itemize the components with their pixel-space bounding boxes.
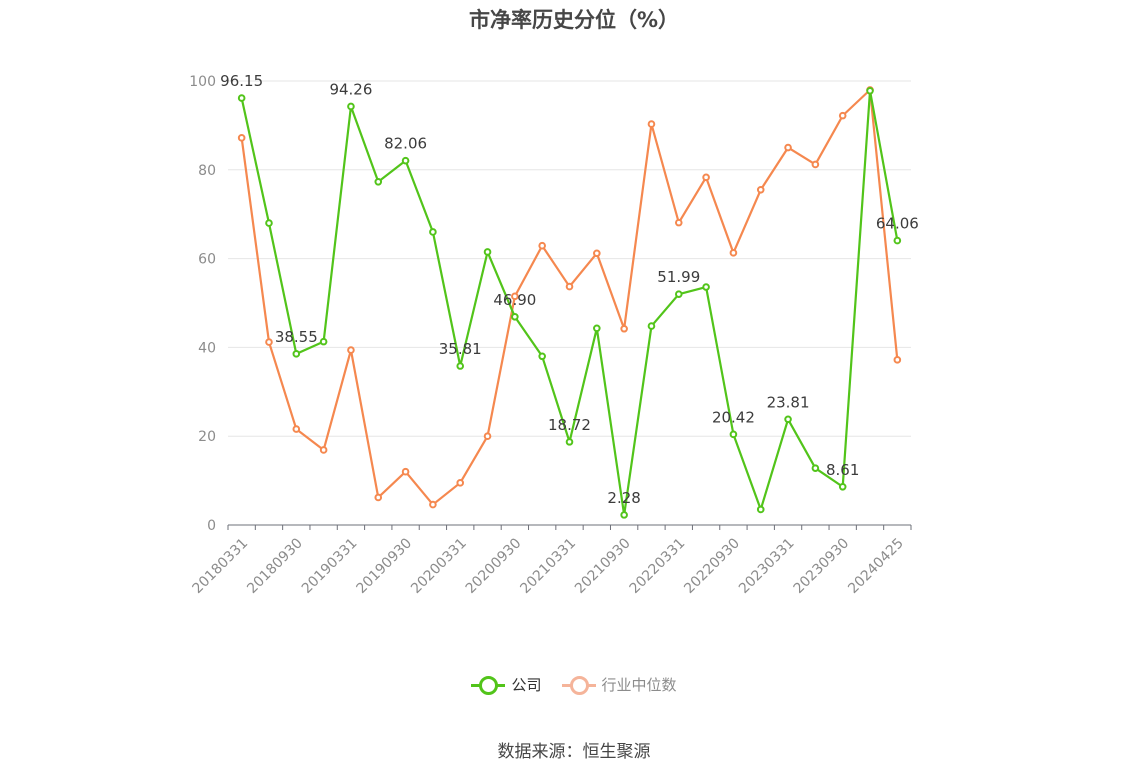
data-label: 35.81	[439, 340, 482, 358]
company-point	[347, 102, 355, 111]
industry-median-point	[347, 346, 355, 354]
x-tick-label: 20180331	[190, 535, 252, 597]
data-label: 94.26	[329, 80, 372, 98]
company-point	[319, 337, 328, 346]
data-labels: 96.15 38.55 94.26 82.06 35.81 46.90 18.72 2.28 5…	[220, 72, 919, 507]
data-label: 18.72	[548, 416, 591, 434]
industry-median-point	[593, 249, 601, 258]
industry-median-point	[893, 356, 902, 364]
company-point	[620, 511, 628, 519]
industry-median-point	[319, 446, 328, 454]
y-tick-label: 60	[198, 252, 216, 268]
y-tick-label: 20	[198, 429, 216, 445]
company-point	[784, 415, 792, 424]
company-point	[893, 236, 902, 245]
source-note: 数据来源：恒生聚源	[497, 742, 651, 762]
industry-median-point	[456, 479, 465, 487]
company-point	[237, 94, 246, 102]
legend-item-industry-median[interactable]: 行业中位数	[561, 674, 677, 695]
company-point	[429, 228, 437, 236]
data-label: 96.15	[220, 72, 263, 90]
company-point	[756, 505, 765, 514]
industry-median-point	[756, 185, 765, 194]
data-label: 8.61	[826, 461, 859, 479]
company-point	[483, 248, 492, 256]
legend-marker-industry-median	[561, 675, 596, 695]
company-point	[456, 362, 465, 370]
company-point	[511, 312, 519, 321]
company-point	[674, 290, 683, 298]
industry-median-point	[729, 249, 738, 257]
series-layer	[237, 86, 902, 519]
data-label: 64.06	[876, 215, 919, 233]
industry-median-point	[620, 324, 628, 333]
industry-median-point	[565, 282, 574, 291]
legend-label-company: 公司	[511, 676, 542, 694]
data-label: 38.55	[275, 328, 318, 346]
legend-label-industry-median: 行业中位数	[601, 676, 677, 694]
x-axis: 2018033120180930201903312019093020200331…	[190, 524, 912, 597]
industry-median-point	[483, 432, 492, 441]
industry-median-point	[702, 173, 710, 182]
y-tick-label: 40	[198, 340, 216, 356]
company-point	[538, 352, 546, 361]
data-label: 23.81	[767, 393, 810, 411]
company-point	[374, 177, 383, 186]
y-axis: 0 20 40 60 80 100	[189, 74, 216, 534]
data-label: 2.28	[607, 489, 640, 507]
industry-median-point	[374, 493, 383, 502]
chart-title: 市净率历史分位（%）	[468, 8, 680, 32]
industry-median-point	[429, 500, 437, 509]
x-tick-label: 20210930	[572, 535, 634, 597]
industry-median-point	[811, 160, 820, 169]
x-tick-label: 20240425	[845, 535, 907, 597]
industry-median-point	[401, 467, 410, 476]
company-point	[811, 464, 820, 472]
industry-median-point	[784, 143, 792, 152]
data-label: 51.99	[657, 268, 700, 286]
data-label: 82.06	[384, 135, 427, 153]
x-tick-label: 20190331	[299, 535, 361, 597]
x-tick-label: 20220930	[681, 535, 743, 597]
x-tick-label: 20200331	[408, 535, 470, 597]
y-tick-label: 100	[189, 74, 216, 90]
data-label: 20.42	[712, 408, 755, 426]
industry-median-point	[237, 134, 246, 142]
x-tick-label: 20230331	[736, 535, 798, 597]
x-tick-label: 20210331	[517, 535, 579, 597]
company-point	[265, 219, 273, 227]
industry-median-point	[292, 425, 301, 433]
company-point	[729, 430, 738, 439]
gridlines	[228, 80, 911, 437]
x-tick-label: 20180930	[244, 535, 306, 597]
company-point	[702, 283, 710, 291]
industry-median-point	[511, 292, 519, 301]
company-point	[593, 324, 601, 333]
industry-median-point	[838, 111, 847, 120]
x-tick-label: 20220331	[627, 535, 689, 597]
company-point	[401, 156, 410, 165]
y-tick-label: 0	[207, 518, 216, 534]
industry-median-point	[647, 120, 656, 128]
x-tick-label: 20230930	[791, 535, 853, 597]
company-point	[866, 86, 874, 95]
industry-median-point	[674, 218, 683, 227]
y-tick-label: 80	[198, 163, 216, 179]
industry-median-point	[538, 241, 546, 250]
company-point	[647, 322, 656, 330]
company-point	[565, 438, 574, 446]
legend-item-company[interactable]: 公司	[471, 674, 542, 695]
company-point	[292, 350, 301, 358]
x-tick-label: 20190930	[353, 535, 415, 597]
x-tick-label: 20200930	[463, 535, 525, 597]
legend-marker-company	[471, 675, 506, 695]
company-point	[838, 482, 847, 491]
legend: 公司 行业中位数	[0, 674, 1148, 695]
data-label: 46.90	[493, 291, 536, 309]
industry-median-point	[265, 338, 273, 346]
